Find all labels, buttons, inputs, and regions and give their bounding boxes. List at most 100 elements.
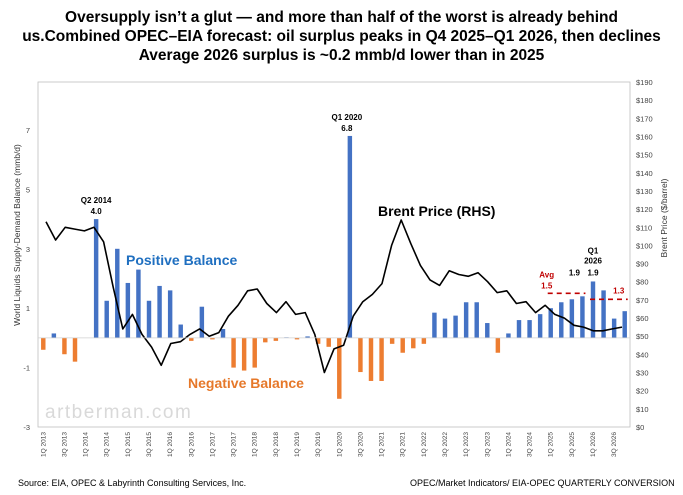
- balance-bar: [368, 337, 374, 381]
- y-tick-label: 5: [26, 185, 30, 194]
- y2-tick-label: $110: [636, 223, 652, 232]
- x-tick-label: 3Q 2021: [400, 432, 407, 457]
- x-tick-label: 3Q 2020: [357, 432, 364, 457]
- x-tick-label: 3Q 2019: [315, 432, 322, 457]
- x-tick-label: 1Q 2021: [379, 432, 386, 457]
- balance-bar: [115, 248, 120, 338]
- balance-bar: [263, 337, 268, 343]
- balance-bar: [220, 328, 226, 338]
- balance-bar: [199, 306, 205, 338]
- balance-bar: [400, 337, 405, 353]
- balance-bar: [442, 318, 448, 338]
- balance-bar: [358, 337, 363, 373]
- y-tick-label: -1: [23, 364, 30, 373]
- balance-bar: [485, 323, 490, 338]
- balance-bar: [41, 337, 46, 350]
- x-tick-label: 1Q 2026: [590, 432, 597, 457]
- balance-bar: [210, 337, 215, 340]
- y-tick-label: 7: [26, 126, 30, 135]
- footer-source: Source: EIA, OPEC & Labyrinth Consulting…: [18, 478, 247, 488]
- balance-bar: [167, 290, 173, 338]
- y-tick-label: 3: [26, 245, 30, 254]
- y2-tick-label: $70: [636, 296, 649, 305]
- balance-bar: [411, 337, 416, 349]
- y2-tick-label: $160: [636, 132, 653, 141]
- y2-tick-label: $10: [636, 405, 649, 414]
- balance-bar: [305, 336, 310, 338]
- balance-bar: [146, 300, 152, 338]
- x-tick-label: 3Q 2024: [527, 432, 534, 457]
- x-tick-label: 3Q 2018: [273, 432, 280, 457]
- balance-bar: [337, 337, 342, 399]
- balance-bar: [601, 290, 606, 338]
- x-tick-label: 1Q 2019: [294, 432, 301, 457]
- title-line-3: Average 2026 surplus is ~0.2 mmb/d lower…: [138, 47, 545, 64]
- x-tick-label: 1Q 2020: [336, 432, 343, 457]
- x-tick-label: 3Q 2016: [188, 432, 195, 457]
- balance-bar: [189, 337, 194, 341]
- y2-tick-label: $190: [636, 78, 653, 87]
- x-tick-label: 3Q 2026: [611, 432, 618, 457]
- x-tick-label: 1Q 2022: [421, 432, 428, 457]
- balance-bar: [72, 337, 78, 362]
- balance-bar: [379, 337, 384, 381]
- x-tick-label: 1Q 2015: [125, 432, 132, 457]
- title-line-2: us.Combined OPEC–EIA forecast: oil surpl…: [22, 28, 661, 45]
- balance-bar: [157, 285, 162, 338]
- annotation-avg-2025-value: 1.5: [541, 281, 553, 290]
- balance-bar: [93, 219, 99, 338]
- y2-tick-label: $130: [636, 187, 653, 196]
- annotation-avg-2026-value: 1.3: [613, 286, 625, 295]
- x-tick-label: 3Q 2014: [104, 432, 111, 457]
- chart-title: Oversupply isn’t a glut — and more than …: [0, 8, 683, 65]
- legend-negative: Negative Balance: [188, 375, 304, 391]
- y2-tick-label: $80: [636, 278, 649, 287]
- x-tick-label: 1Q 2013: [40, 432, 47, 457]
- brent-line: [45, 219, 623, 374]
- balance-bar: [506, 333, 511, 338]
- balance-bar: [590, 281, 596, 338]
- balance-bar: [231, 337, 236, 368]
- balance-bar: [104, 300, 109, 338]
- balance-bar: [315, 337, 321, 344]
- plot-border: [37, 81, 631, 428]
- y2-tick-label: $40: [636, 350, 649, 359]
- annotation-q1-2026: Q1: [588, 246, 599, 255]
- y2-tick-label: $140: [636, 169, 653, 178]
- y2-tick-label: $120: [636, 205, 653, 214]
- x-tick-label: 3Q 2017: [231, 432, 238, 457]
- balance-bar: [389, 337, 395, 344]
- brent-price-line: [45, 219, 623, 374]
- balance-bar: [252, 337, 257, 368]
- y2-tick-label: $100: [636, 241, 653, 250]
- balance-bar: [559, 302, 564, 338]
- balance-bars: [41, 135, 627, 399]
- annotation-q1-2020: Q1 2020: [332, 113, 363, 122]
- balance-bar: [463, 302, 469, 338]
- balance-bar: [516, 320, 522, 338]
- balance-bar: [178, 324, 183, 338]
- x-tick-label: 3Q 2022: [442, 432, 449, 457]
- x-tick-label: 3Q 2025: [569, 432, 576, 457]
- title-line-1: Oversupply isn’t a glut — and more than …: [65, 9, 618, 26]
- y2-tick-label: $180: [636, 96, 653, 105]
- y2-tick-label: $150: [636, 151, 653, 160]
- annotation-value-1-9-a: 1.9: [569, 268, 581, 277]
- annotation-q1-2026-year: 2026: [584, 256, 602, 265]
- balance-bar: [294, 337, 300, 340]
- annotation-q1-2020-value: 6.8: [341, 124, 353, 133]
- balance-bar: [421, 337, 427, 344]
- y-tick-label: -3: [23, 423, 30, 432]
- balance-bar: [136, 269, 141, 338]
- balance-bar: [62, 337, 67, 355]
- y2-tick-label: $90: [636, 260, 649, 269]
- balance-bar: [495, 337, 501, 353]
- balance-bar: [125, 282, 131, 338]
- y-tick-label: 1: [26, 304, 30, 313]
- balance-bar: [326, 337, 331, 347]
- annotation-value-1-9-b: 1.9: [587, 268, 599, 277]
- x-tick-label: 1Q 2023: [463, 432, 470, 457]
- y2-tick-label: $170: [636, 114, 653, 123]
- legend-brent: Brent Price (RHS): [378, 203, 495, 219]
